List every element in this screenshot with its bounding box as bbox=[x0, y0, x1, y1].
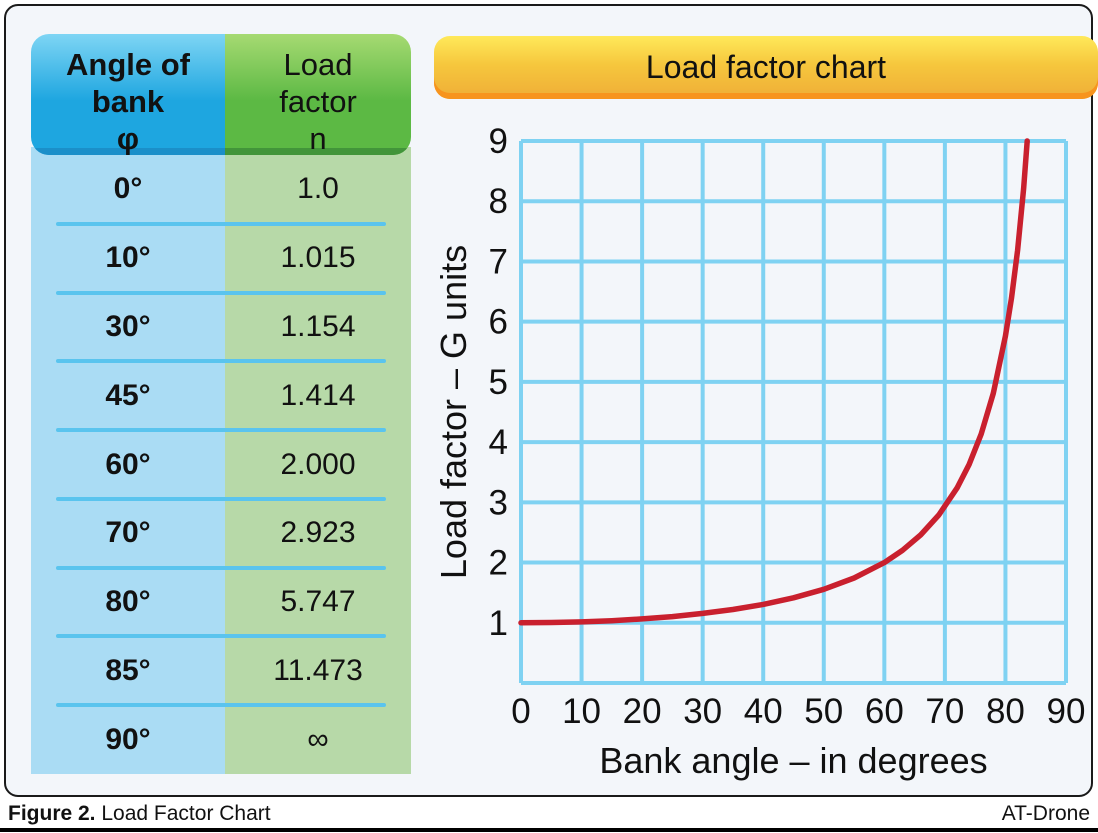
load-header-title: Load factor bbox=[279, 47, 357, 119]
angle-cell: 0° bbox=[113, 172, 143, 206]
load-factor-cell: 2.923 bbox=[280, 516, 356, 550]
table-column-backgrounds bbox=[31, 147, 411, 774]
x-tick-label: 80 bbox=[986, 692, 1025, 731]
table-header: Angle of bank φ Load factor n bbox=[31, 34, 411, 155]
table-header-load-factor: Load factor n bbox=[225, 34, 411, 155]
angle-cell: 60° bbox=[105, 447, 151, 481]
x-tick-label: 50 bbox=[804, 692, 843, 731]
x-tick-label: 30 bbox=[683, 692, 722, 731]
x-tick-label: 0 bbox=[511, 692, 530, 731]
load-factor-cell: 1.0 bbox=[297, 172, 339, 206]
row-divider bbox=[56, 565, 386, 570]
x-tick-label: 70 bbox=[925, 692, 964, 731]
angle-cell: 70° bbox=[105, 516, 151, 550]
x-axis-title: Bank angle – in degrees bbox=[599, 740, 987, 781]
y-tick-label: 8 bbox=[489, 182, 508, 221]
table-row: 60° 2.000 bbox=[31, 428, 411, 499]
angle-cell: 85° bbox=[105, 653, 151, 687]
y-tick-label: 5 bbox=[489, 363, 508, 402]
chart-title: Load factor chart bbox=[645, 49, 887, 85]
row-divider bbox=[56, 221, 386, 226]
load-header-symbol: n bbox=[309, 121, 327, 155]
y-tick-label: 4 bbox=[489, 423, 508, 462]
table-body: 0° 1.0 10° 1.015 30° 1.154 45° 1.414 60° 2.000 70°… bbox=[31, 155, 411, 774]
load-factor-cell: ∞ bbox=[307, 722, 329, 756]
table-header-angle-of-bank: Angle of bank φ bbox=[31, 34, 225, 155]
x-tick-label: 40 bbox=[744, 692, 783, 731]
y-tick-label: 7 bbox=[489, 242, 508, 281]
load-factor-cell: 11.473 bbox=[273, 653, 363, 687]
x-tick-label: 10 bbox=[562, 692, 601, 731]
y-tick-label: 6 bbox=[489, 303, 508, 342]
row-divider bbox=[56, 290, 386, 295]
angle-header-symbol: φ bbox=[116, 121, 140, 155]
angle-cell: 90° bbox=[105, 722, 151, 756]
figure-credit: AT-Drone bbox=[1001, 802, 1090, 825]
y-tick-label: 1 bbox=[489, 604, 508, 643]
load-factor-cell: 2.000 bbox=[280, 447, 356, 481]
load-factor-curve bbox=[518, 138, 1030, 626]
x-tick-label: 90 bbox=[1047, 692, 1086, 731]
angle-cell: 10° bbox=[105, 241, 151, 275]
table-row: 90° ∞ bbox=[31, 703, 411, 774]
y-tick-label: 2 bbox=[489, 544, 508, 583]
chart-title-banner: Load factor chart bbox=[434, 36, 1098, 99]
x-tick-label: 60 bbox=[865, 692, 904, 731]
table-row: 30° 1.154 bbox=[31, 290, 411, 362]
row-divider bbox=[56, 703, 386, 708]
row-divider bbox=[56, 428, 386, 433]
table-row: 80° 5.747 bbox=[31, 565, 411, 637]
load-factor-cell: 5.747 bbox=[280, 585, 356, 619]
row-divider bbox=[56, 496, 386, 501]
angle-cell: 30° bbox=[105, 309, 151, 343]
load-factor-cell: 1.414 bbox=[280, 378, 356, 412]
y-tick-label: 3 bbox=[489, 483, 508, 522]
table-row: 70° 2.923 bbox=[31, 496, 411, 568]
x-tick-label: 20 bbox=[623, 692, 662, 731]
figure-panel: Angle of bank φ Load factor n 0° 1.0 10° 1.… bbox=[4, 4, 1098, 797]
table-row: 10° 1.015 bbox=[31, 221, 411, 293]
row-divider bbox=[56, 634, 386, 639]
figure-caption-number: Figure 2. bbox=[8, 802, 96, 825]
grid bbox=[519, 139, 1068, 685]
y-tick-label: 9 bbox=[489, 122, 508, 161]
bottom-rule bbox=[0, 828, 1098, 832]
figure-caption-text: Load Factor Chart bbox=[95, 802, 271, 825]
table-row: 45° 1.414 bbox=[31, 359, 411, 430]
y-axis-title: Load factor – G units bbox=[438, 245, 474, 579]
figure-caption: Figure 2. Load Factor Chart bbox=[8, 802, 271, 826]
table-row: 85° 11.473 bbox=[31, 634, 411, 705]
angle-cell: 80° bbox=[105, 585, 151, 619]
load-factor-cell: 1.154 bbox=[280, 309, 356, 343]
table-row: 0° 1.0 bbox=[31, 155, 411, 224]
angle-header-title: Angle of bank bbox=[66, 47, 190, 119]
load-factor-cell: 1.015 bbox=[280, 241, 356, 275]
row-divider bbox=[56, 359, 386, 364]
angle-cell: 45° bbox=[105, 378, 151, 412]
